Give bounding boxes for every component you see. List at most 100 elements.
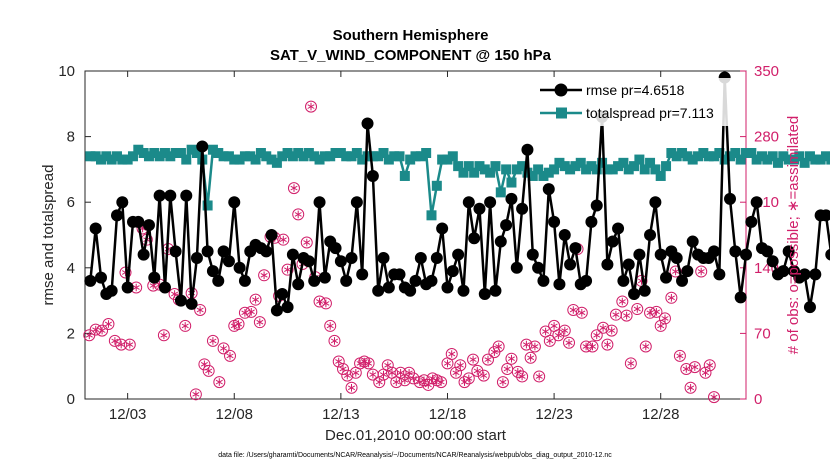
obs-possible-marker: [481, 353, 494, 366]
obs-possible-marker: [516, 370, 529, 383]
rmse-marker: [169, 245, 182, 258]
y-tick-label: 8: [67, 129, 75, 146]
totalspread-marker: [207, 144, 218, 155]
obs-assimilated-marker: [220, 344, 228, 353]
rmse-marker: [681, 265, 694, 278]
rmse-marker: [350, 196, 363, 209]
totalspread-marker: [106, 154, 117, 165]
rmse-marker: [537, 274, 550, 287]
totalspread-marker: [325, 151, 336, 162]
rmse-marker: [542, 183, 555, 196]
obs-assimilated-marker: [710, 393, 718, 401]
totalspread-marker: [495, 187, 506, 198]
rmse-marker: [553, 278, 566, 291]
obs-assimilated-marker: [401, 376, 409, 385]
obs-assimilated-marker: [424, 381, 432, 389]
obs-assimilated-marker: [633, 305, 641, 313]
rmse-marker: [622, 258, 635, 271]
rmse-marker: [318, 271, 331, 284]
obs-assimilated-marker: [565, 339, 573, 347]
obs-assimilated-marker: [196, 306, 204, 314]
obs-assimilated-marker: [330, 337, 339, 345]
obs-assimilated-marker: [392, 378, 400, 386]
totalspread-marker: [287, 151, 298, 162]
totalspread-marker: [383, 154, 394, 165]
obs-possible-marker: [684, 381, 697, 394]
rmse-marker: [713, 268, 726, 281]
rmse-marker: [628, 288, 641, 301]
obs-assimilated-marker: [303, 238, 311, 247]
totalspread-marker: [751, 154, 762, 165]
obs-assimilated-marker: [316, 297, 324, 306]
rmse-marker: [84, 274, 97, 287]
rmse-marker: [276, 288, 289, 301]
obs-assimilated-marker: [657, 322, 665, 330]
rmse-marker: [292, 278, 305, 291]
totalspread-marker: [437, 154, 448, 165]
obs-assimilated-marker: [290, 184, 298, 192]
y-axis-label: rmse and totalspread: [40, 165, 57, 306]
totalspread-marker: [277, 151, 288, 162]
obs-possible-marker: [198, 358, 211, 371]
obs-assimilated-marker: [339, 365, 347, 373]
obs-assimilated-marker: [132, 283, 140, 292]
rmse-marker: [153, 189, 166, 202]
totalspread-marker: [202, 200, 213, 211]
obs-possible-marker: [492, 340, 505, 353]
rmse-marker: [825, 248, 830, 261]
rmse-marker: [516, 202, 529, 215]
rmse-marker: [708, 245, 721, 258]
totalspread-marker: [639, 164, 650, 175]
rmse-marker: [612, 222, 625, 235]
obs-assimilated-marker: [307, 102, 315, 111]
totalspread-marker: [122, 154, 133, 165]
totalspread-marker: [154, 151, 165, 162]
rmse-marker: [580, 274, 593, 287]
totalspread-marker: [271, 157, 282, 168]
rmse-marker: [116, 196, 129, 209]
obs-assimilated-marker: [365, 359, 373, 368]
obs-assimilated-marker: [379, 370, 388, 379]
obs-assimilated-marker: [608, 326, 616, 335]
rmse-marker: [606, 235, 619, 248]
totalspread-marker: [794, 151, 805, 162]
totalspread-marker: [671, 151, 682, 162]
obs-possible-marker: [258, 269, 271, 282]
totalspread-marker: [351, 148, 362, 158]
rmse-marker: [329, 242, 342, 255]
rmse-marker: [190, 251, 203, 264]
totalspread-marker: [85, 151, 96, 162]
totalspread-marker: [335, 148, 346, 158]
obs-possible-marker: [332, 355, 345, 368]
rmse-marker: [404, 284, 417, 297]
totalspread-marker: [762, 154, 773, 165]
obs-assimilated-marker: [85, 331, 93, 340]
x-axis-label: Dec.01,2010 00:00:00 start: [325, 427, 507, 444]
totalspread-marker: [405, 154, 416, 165]
rmse-marker: [393, 268, 406, 281]
obs-assimilated-marker: [542, 327, 550, 336]
obs-possible-marker: [281, 263, 294, 276]
rmse-marker: [430, 251, 443, 264]
obs-assimilated-marker: [437, 378, 445, 386]
obs-possible-marker: [703, 359, 716, 372]
obs-possible-marker: [223, 349, 236, 362]
obs-assimilated-marker: [209, 337, 217, 345]
chart-title-line-1: Southern Hemisphere: [333, 27, 489, 44]
rmse-marker: [158, 281, 171, 294]
rmse-marker: [468, 232, 481, 245]
totalspread-marker: [719, 154, 730, 165]
rmse-marker: [740, 248, 752, 261]
totalspread-marker: [469, 167, 480, 178]
obs-possible-marker: [253, 316, 266, 329]
totalspread-marker: [186, 144, 197, 155]
obs-assimilated-marker: [588, 342, 597, 351]
obs-assimilated-marker: [661, 314, 669, 323]
obs-possible-marker: [605, 324, 618, 337]
obs-assimilated-marker: [343, 371, 351, 380]
obs-assimilated-marker: [215, 378, 223, 386]
obs-assimilated-marker: [126, 340, 134, 349]
rmse-marker: [798, 268, 811, 281]
obs-assimilated-marker: [550, 322, 558, 330]
obs-possible-marker: [695, 265, 708, 278]
